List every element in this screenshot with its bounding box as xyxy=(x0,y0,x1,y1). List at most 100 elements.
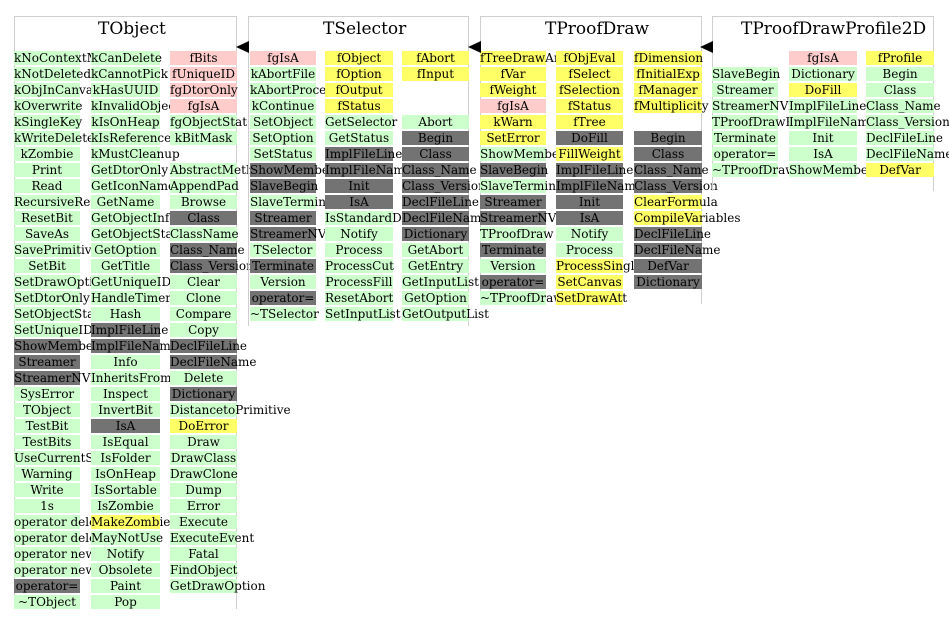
member-cell: ~TProofDraw xyxy=(480,291,564,305)
member-cell: kWarn xyxy=(480,115,546,129)
member-cell: kIsReferenced xyxy=(91,131,179,145)
member-cell: Terminate xyxy=(250,259,316,273)
member-cell: SetDtorOnly xyxy=(14,291,90,305)
member-cell: HandleTimer xyxy=(91,291,172,305)
member-cell: Init xyxy=(556,195,623,209)
member-cell: DeclFileName xyxy=(402,211,489,225)
member-cell: operator= xyxy=(712,147,778,161)
member-cell: GetTitle xyxy=(91,259,160,273)
member-cell: GetObjectInfo xyxy=(91,211,177,225)
member-cell: fVar xyxy=(480,67,546,81)
member-cell: ImplFileLine xyxy=(325,147,403,161)
member-cell: fgIsA xyxy=(480,99,546,113)
member-cell: DistancetoPrimitive xyxy=(170,403,291,417)
member-cell: Streamer xyxy=(250,211,316,225)
member-cell: TestBits xyxy=(14,435,80,449)
member-cell: DoFill xyxy=(556,131,623,145)
member-cell: ClearFormula xyxy=(634,195,718,209)
member-cell: Class xyxy=(866,83,934,97)
member-cell: fSelection xyxy=(556,83,623,97)
member-cell: SetError xyxy=(480,131,546,145)
member-cell: ProcessSingle xyxy=(556,259,642,273)
member-cell: GetOption xyxy=(91,243,160,257)
member-cell: IsZombie xyxy=(91,499,160,513)
member-cell: kObjInCanvas xyxy=(14,83,100,97)
member-cell: TProofDrawProfile2D xyxy=(712,115,843,129)
member-cell: ImplFileLine xyxy=(789,99,867,113)
member-cell: fDimension xyxy=(634,51,704,65)
member-cell: fAbort xyxy=(402,51,469,65)
member-cell: Print xyxy=(14,163,80,177)
member-cell: GetObjectStat xyxy=(91,227,178,241)
member-cell: SetStatus xyxy=(250,147,316,161)
member-cell: Class_Name xyxy=(866,99,941,113)
member-cell: DeclFileName xyxy=(170,355,257,369)
member-cell: DefVar xyxy=(866,163,934,177)
member-cell: Streamer xyxy=(14,355,80,369)
member-cell: Write xyxy=(14,483,80,497)
member-cell: Dictionary xyxy=(402,227,469,241)
member-cell: operator new[] xyxy=(14,563,105,577)
member-cell: 1s xyxy=(14,499,80,513)
member-cell: GetStatus xyxy=(325,131,393,145)
member-cell: SysError xyxy=(14,387,80,401)
member-cell: FindObject xyxy=(170,563,238,577)
member-cell: kBitMask xyxy=(170,131,237,145)
member-cell: ShowMembers xyxy=(14,339,105,353)
member-cell: fInitialExp xyxy=(634,67,702,81)
member-cell: Fatal xyxy=(170,547,237,561)
member-cell: Notify xyxy=(556,227,623,241)
member-cell: Pop xyxy=(91,595,160,609)
member-cell: kMustCleanup xyxy=(91,147,180,161)
member-cell: SetObjectStat xyxy=(14,307,100,321)
member-cell: InvertBit xyxy=(91,403,160,417)
member-cell: Read xyxy=(14,179,80,193)
member-cell: DeclFileLine xyxy=(170,339,248,353)
member-cell: kAbortProcess xyxy=(250,83,339,97)
member-cell: SlaveTerminate xyxy=(250,195,346,209)
member-cell: Clear xyxy=(170,275,237,289)
member-cell: Notify xyxy=(325,227,393,241)
member-cell: fStatus xyxy=(556,99,623,113)
member-cell: AbstractMethod xyxy=(170,163,269,177)
member-cell: fStatus xyxy=(325,99,393,113)
class-title: TProofDrawProfile2D xyxy=(741,19,927,39)
member-cell: TObject xyxy=(14,403,80,417)
member-cell: Dictionary xyxy=(789,67,857,81)
member-cell: Obsolete xyxy=(91,563,160,577)
member-cell: StreamerNVirtual xyxy=(14,371,124,385)
member-cell: SetUniqueID xyxy=(14,323,93,337)
member-cell: operator= xyxy=(250,291,316,305)
member-cell: ResetAbort xyxy=(325,291,394,305)
member-cell: GetAbort xyxy=(402,243,469,257)
member-cell: Hash xyxy=(91,307,160,321)
member-cell: ~TSelector xyxy=(250,307,319,321)
member-cell: Dictionary xyxy=(634,275,702,289)
member-cell: operator= xyxy=(480,275,546,289)
member-cell: Terminate xyxy=(480,243,546,257)
member-cell: Dump xyxy=(170,483,237,497)
member-cell: GetDrawOption xyxy=(170,579,266,593)
member-cell: fBits xyxy=(170,51,237,65)
member-cell: FillWeight xyxy=(556,147,623,161)
member-cell: SavePrimitive xyxy=(14,243,99,257)
member-cell: ImplFileName xyxy=(789,115,876,129)
member-cell: Class xyxy=(402,147,469,161)
member-cell: fgObjectStat xyxy=(170,115,248,129)
member-cell: GetDtorOnly xyxy=(91,163,169,177)
member-cell: RecursiveRemove xyxy=(14,195,123,209)
member-cell: operator delete xyxy=(14,515,109,529)
member-cell: IsA xyxy=(91,419,160,433)
member-cell: ImplFileLine xyxy=(91,323,169,337)
member-cell: DeclFileLine xyxy=(634,227,712,241)
member-cell: fTree xyxy=(556,115,623,129)
member-cell: kIsOnHeap xyxy=(91,115,160,129)
member-cell: Notify xyxy=(91,547,160,561)
member-cell: fgIsA xyxy=(250,51,316,65)
member-cell: DeclFileLine xyxy=(866,131,944,145)
member-cell: ShowMembers xyxy=(789,163,880,177)
member-cell: fTreeDrawArgsParser xyxy=(480,51,613,65)
member-cell: DrawClone xyxy=(170,467,238,481)
member-cell: IsA xyxy=(556,211,623,225)
member-cell: Dictionary xyxy=(170,387,237,401)
